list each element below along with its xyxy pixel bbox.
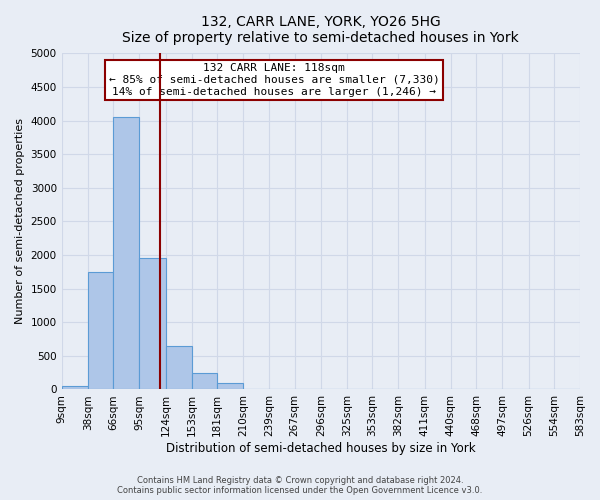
Y-axis label: Number of semi-detached properties: Number of semi-detached properties (15, 118, 25, 324)
Text: 132 CARR LANE: 118sqm
← 85% of semi-detached houses are smaller (7,330)
14% of s: 132 CARR LANE: 118sqm ← 85% of semi-deta… (109, 64, 440, 96)
Title: 132, CARR LANE, YORK, YO26 5HG
Size of property relative to semi-detached houses: 132, CARR LANE, YORK, YO26 5HG Size of p… (122, 15, 519, 45)
Bar (62, 386, 88, 390)
Bar (192, 374, 217, 390)
Bar (166, 346, 192, 390)
Bar (88, 272, 113, 390)
Bar (113, 117, 139, 390)
Bar (217, 384, 243, 390)
X-axis label: Distribution of semi-detached houses by size in York: Distribution of semi-detached houses by … (166, 442, 476, 455)
Text: Contains HM Land Registry data © Crown copyright and database right 2024.
Contai: Contains HM Land Registry data © Crown c… (118, 476, 482, 495)
Bar (139, 258, 166, 390)
